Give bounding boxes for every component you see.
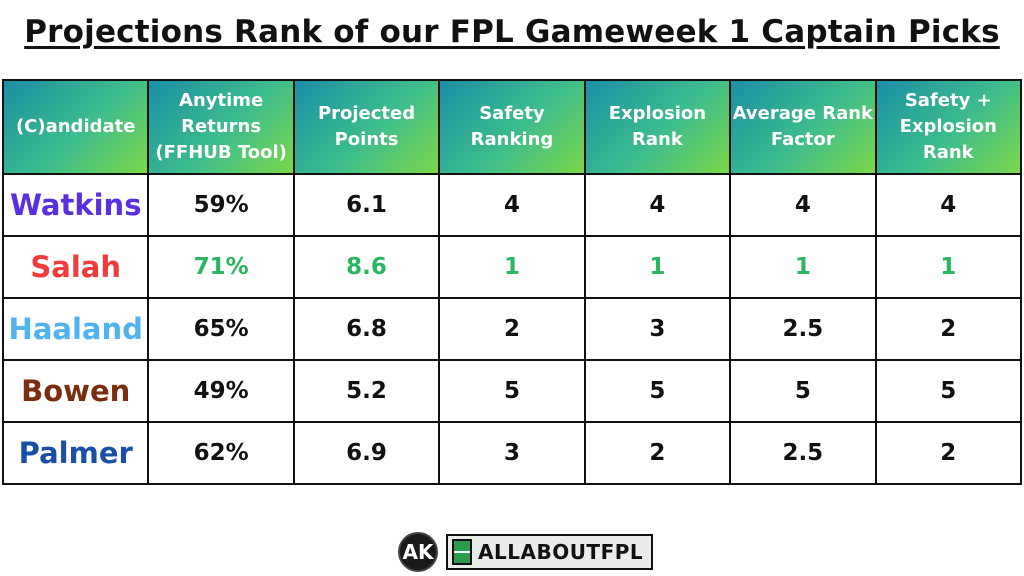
column-header-safety-explosion-rank: Safety + Explosion Rank (874, 79, 1023, 175)
candidate-name: Salah (1, 235, 150, 299)
brand-name: ALLABOUTFPL (478, 540, 644, 564)
column-header-explosion-rank: Explosion Rank (583, 79, 732, 175)
safety-ranking-cell: 5 (438, 359, 586, 423)
anytime-returns-cell: 71% (147, 235, 295, 299)
explosion-rank-cell: 1 (583, 235, 732, 299)
ak-badge-icon: AK (398, 532, 438, 572)
projected-points-cell: 6.1 (292, 173, 441, 237)
safety-explosion-rank-cell: 4 (874, 173, 1023, 237)
average-rank-factor-cell: 5 (729, 359, 877, 423)
anytime-returns-cell: 59% (147, 173, 295, 237)
average-rank-factor-cell: 2.5 (729, 421, 877, 485)
column-header-candidate: (C)andidate (1, 79, 150, 175)
column-header-average-rank-factor: Average Rank Factor (729, 79, 877, 175)
candidate-name: Palmer (1, 421, 150, 485)
table-row: Watkins 59% 6.1 4 4 4 4 (1, 173, 1023, 237)
anytime-returns-cell: 65% (147, 297, 295, 361)
safety-ranking-cell: 1 (438, 235, 586, 299)
explosion-rank-cell: 3 (583, 297, 732, 361)
table-row: Haaland 65% 6.8 2 3 2.5 2 (1, 297, 1023, 361)
page-title: Projections Rank of our FPL Gameweek 1 C… (24, 14, 1000, 50)
candidate-name: Bowen (1, 359, 150, 423)
candidate-name: Watkins (1, 173, 150, 237)
column-header-safety-ranking: Safety Ranking (438, 79, 586, 175)
column-header-projected-points: Projected Points (292, 79, 441, 175)
table-row: Palmer 62% 6.9 3 2 2.5 2 (1, 421, 1023, 485)
explosion-rank-cell: 2 (583, 421, 732, 485)
projected-points-cell: 6.8 (292, 297, 441, 361)
projected-points-cell: 5.2 (292, 359, 441, 423)
safety-ranking-cell: 2 (438, 297, 586, 361)
average-rank-factor-cell: 4 (729, 173, 877, 237)
projected-points-cell: 8.6 (292, 235, 441, 299)
explosion-rank-cell: 4 (583, 173, 732, 237)
average-rank-factor-cell: 1 (729, 235, 877, 299)
safety-explosion-rank-cell: 2 (874, 421, 1023, 485)
safety-explosion-rank-cell: 5 (874, 359, 1023, 423)
safety-ranking-cell: 4 (438, 173, 586, 237)
table-row: Bowen 49% 5.2 5 5 5 5 (1, 359, 1023, 423)
anytime-returns-cell: 62% (147, 421, 295, 485)
captain-projections-table: (C)andidate Anytime Returns (FFHUB Tool)… (1, 79, 1023, 485)
table-header-row: (C)andidate Anytime Returns (FFHUB Tool)… (1, 79, 1023, 175)
projected-points-cell: 6.9 (292, 421, 441, 485)
column-header-anytime-returns: Anytime Returns (FFHUB Tool) (147, 79, 295, 175)
candidate-name: Haaland (1, 297, 150, 361)
safety-ranking-cell: 3 (438, 421, 586, 485)
anytime-returns-cell: 49% (147, 359, 295, 423)
explosion-rank-cell: 5 (583, 359, 732, 423)
allaboutfpl-logo: AK ALLABOUTFPL (398, 531, 654, 573)
average-rank-factor-cell: 2.5 (729, 297, 877, 361)
brand-badge: ALLABOUTFPL (446, 534, 654, 570)
safety-explosion-rank-cell: 2 (874, 297, 1023, 361)
pitch-icon (452, 539, 472, 565)
safety-explosion-rank-cell: 1 (874, 235, 1023, 299)
table-row: Salah 71% 8.6 1 1 1 1 (1, 235, 1023, 299)
